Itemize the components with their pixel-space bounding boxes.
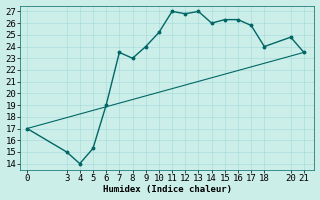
X-axis label: Humidex (Indice chaleur): Humidex (Indice chaleur) xyxy=(103,185,232,194)
